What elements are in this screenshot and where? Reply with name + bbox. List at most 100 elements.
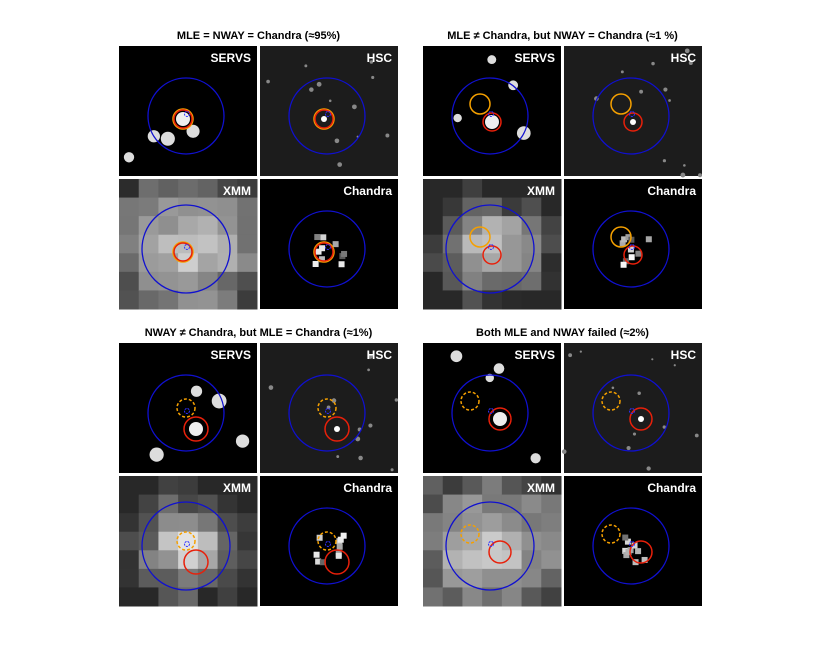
source <box>493 412 507 426</box>
pixel <box>423 234 444 254</box>
star <box>639 89 644 94</box>
star <box>684 48 690 54</box>
cutout-label: Chandra <box>343 184 392 198</box>
pixel <box>197 494 219 514</box>
pixel <box>501 587 523 607</box>
pixel <box>178 550 199 570</box>
nway-match <box>176 531 196 551</box>
pixel <box>138 234 159 254</box>
pixel <box>332 241 339 248</box>
pixel <box>237 568 258 588</box>
star <box>316 81 322 87</box>
star <box>530 453 541 464</box>
pixel <box>237 290 258 310</box>
cutout-label: SERVS <box>211 51 251 65</box>
pixel <box>442 476 463 496</box>
pixel <box>119 290 140 310</box>
pixel <box>237 531 258 551</box>
pixel <box>158 568 179 588</box>
cutout-label: HSC <box>367 51 393 65</box>
star <box>694 433 699 438</box>
star <box>485 373 494 383</box>
pixel <box>158 179 179 199</box>
pixel <box>197 197 219 217</box>
pixel <box>138 290 159 310</box>
cutout-label: XMM <box>527 184 555 198</box>
pixel <box>217 531 238 551</box>
star <box>368 423 373 428</box>
cutout-label: SERVS <box>515 348 555 362</box>
pixel <box>138 476 159 496</box>
star <box>371 75 375 80</box>
star <box>385 133 390 138</box>
pixel <box>138 253 159 273</box>
star <box>211 393 227 409</box>
star <box>367 354 373 359</box>
pixel <box>158 587 179 607</box>
pixel <box>541 568 562 588</box>
cutout-label: SERVS <box>211 348 251 362</box>
pixel <box>423 476 444 496</box>
pixel <box>462 216 483 236</box>
star <box>394 398 399 402</box>
pixel <box>217 234 238 254</box>
star <box>662 159 667 163</box>
pixel <box>315 558 322 565</box>
pixel <box>521 197 542 217</box>
pixel <box>541 494 562 514</box>
star <box>680 172 686 178</box>
cutout: XMM <box>423 476 562 607</box>
pixel <box>237 216 258 236</box>
star <box>367 368 370 372</box>
pixel <box>158 197 179 217</box>
chandra-position <box>482 112 502 132</box>
pixel <box>119 513 140 533</box>
pixel <box>622 534 629 541</box>
star <box>688 60 693 66</box>
pixel <box>119 568 140 588</box>
pixel <box>541 531 562 551</box>
cutout-label: HSC <box>671 348 697 362</box>
pixel <box>318 256 325 263</box>
pixel <box>482 531 503 551</box>
pixel <box>482 513 503 533</box>
pixel <box>501 531 523 551</box>
pixel <box>237 271 258 291</box>
pixel <box>320 234 327 241</box>
pixel <box>501 290 523 310</box>
pixel <box>541 253 562 273</box>
pixel <box>641 556 648 563</box>
pixel <box>635 250 642 257</box>
star <box>149 447 164 462</box>
pixel <box>462 513 483 533</box>
pixel <box>482 234 503 254</box>
pixel <box>423 513 444 533</box>
nway-match <box>313 108 335 130</box>
pixel <box>119 494 140 514</box>
cutout: Chandra <box>260 476 398 606</box>
image-bg <box>423 343 561 473</box>
star <box>123 152 135 163</box>
star <box>579 350 582 353</box>
cutout: Chandra <box>260 179 398 309</box>
pixel <box>501 513 523 533</box>
nway-match <box>172 241 194 263</box>
pixel <box>521 476 542 496</box>
pixel <box>336 543 343 550</box>
search-radius <box>288 374 366 452</box>
chandra-position <box>482 245 502 265</box>
star <box>662 425 666 429</box>
pixel <box>119 253 140 273</box>
pixel <box>178 216 199 236</box>
star <box>326 405 331 410</box>
pixel <box>178 271 199 291</box>
pixel <box>119 531 140 551</box>
pixel <box>197 290 219 310</box>
pixel <box>119 234 140 254</box>
pixel <box>178 197 199 217</box>
pixel <box>541 513 562 533</box>
pixel <box>197 271 219 291</box>
star <box>626 445 631 451</box>
pixel <box>237 253 258 273</box>
pixel <box>619 240 626 247</box>
